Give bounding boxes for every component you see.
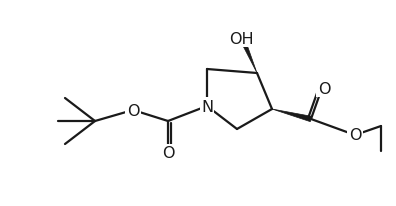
Text: O: O xyxy=(127,103,139,118)
Text: N: N xyxy=(201,99,213,114)
Text: O: O xyxy=(349,128,361,143)
Polygon shape xyxy=(272,109,312,122)
Text: O: O xyxy=(162,146,174,161)
Text: O: O xyxy=(318,81,330,96)
Polygon shape xyxy=(238,36,257,74)
Text: OH: OH xyxy=(228,31,253,46)
